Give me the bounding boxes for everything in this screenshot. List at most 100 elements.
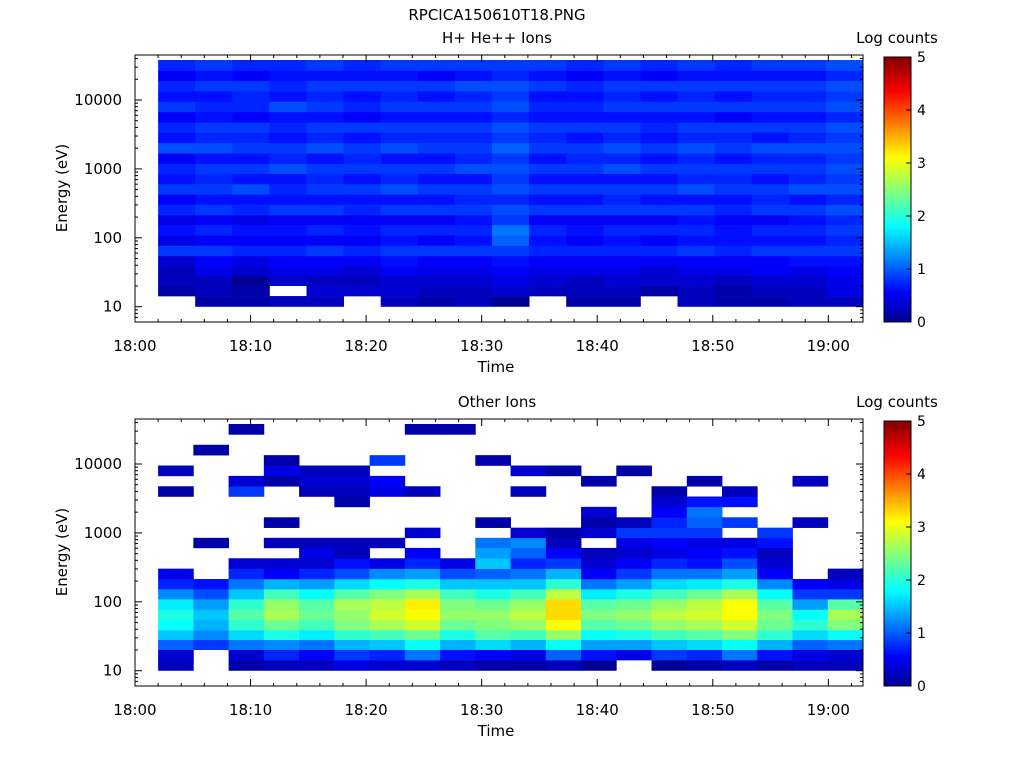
heatmap-cell [827,589,864,600]
heatmap-cell [380,80,419,92]
heatmap-cell [343,122,382,133]
heatmap-cell [686,506,723,518]
heatmap-cell [334,619,370,631]
heatmap-cell [269,194,307,205]
heatmap-cell [616,599,652,610]
heatmap-cell [269,245,307,257]
heatmap-cell [232,122,270,133]
heatmap-cell [269,296,307,307]
heatmap-cell [343,163,382,175]
y-tick-label: 10000 [74,455,122,473]
y-tick-label: 10 [103,298,122,316]
heatmap-cell [232,204,270,216]
x-axis-label: Time [477,722,515,740]
heatmap-cell [545,619,582,631]
heatmap-cell [722,660,758,671]
heatmap-cell [566,255,604,267]
heatmap-cell [510,486,547,497]
heatmap-cell [417,266,456,277]
heatmap-cell [616,547,652,559]
heatmap-cell [751,60,790,71]
colorbar: 0 1 2 3 4 5 [883,50,926,331]
heatmap-cell [714,275,753,286]
heatmap-cell [492,215,530,226]
panel-title: Other Ions [458,393,536,411]
heatmap-cell [640,80,678,92]
x-tick-label: 18:00 [113,701,156,719]
heatmap-cell [757,630,793,641]
heatmap-cell [228,424,265,435]
heatmap-cell [581,558,617,569]
heatmap-cell [269,215,307,226]
heatmap-cell [195,255,233,267]
colorbar-tick-label: 1 [917,262,926,278]
heatmap-cell [306,122,345,133]
heatmap-cell [380,255,419,267]
heatmap-cell [788,296,827,307]
heatmap-cell [195,101,233,113]
heatmap-cell [380,235,419,246]
heatmap-cell [306,153,345,164]
heatmap-cell [369,579,406,590]
heatmap-cell [751,142,790,154]
heatmap-cell [825,285,864,297]
heatmap-cell [566,132,604,144]
heatmap-cell [417,225,456,236]
heatmap-cell [299,486,335,497]
heatmap-cell [492,142,530,154]
heatmap-cell [722,486,758,497]
heatmap-cell [677,101,715,113]
x-tick-label: 18:30 [460,701,503,719]
heatmap-cell [306,235,345,246]
heatmap-cell [263,619,300,631]
heatmap-cell [269,204,307,216]
heatmap-cell [788,111,827,123]
heatmap-cell [454,215,493,226]
heatmap-cell [640,225,678,236]
heatmap-cell [263,649,300,661]
heatmap-cell [492,70,530,82]
heatmap-cell [454,204,493,216]
heatmap-cell [369,619,406,631]
heatmap-cell [306,80,345,92]
heatmap-cell [825,153,864,164]
heatmap-cell [788,225,827,236]
heatmap-cell [334,537,370,549]
heatmap-cell [714,153,753,164]
heatmap-cell [343,194,382,205]
heatmap-cell [751,255,790,267]
heatmap-cell [299,547,335,559]
heatmap-cell [454,80,493,92]
heatmap-cell [722,579,758,590]
heatmap-cell [788,215,827,226]
heatmap-cell [475,547,511,559]
heatmap-cell [232,142,270,154]
heatmap-cell [334,579,370,590]
heatmap-cell [825,266,864,277]
heatmap-cell [677,266,715,277]
heatmap-cell [640,173,678,185]
heatmap-cell [651,630,688,641]
heatmap-cell [510,630,547,641]
heatmap-cell [380,285,419,297]
heatmap-cell [566,80,604,92]
heatmap-cell [343,132,382,144]
heatmap-cell [545,599,582,610]
heatmap-cell [195,91,233,102]
colorbar-tick-label: 1 [917,626,926,642]
heatmap-cell [751,225,790,236]
heatmap-cell [640,153,678,164]
heatmap-cell [640,285,678,297]
heatmap-cell [263,630,300,641]
plot-frame [134,54,864,323]
heatmap-cell [343,204,382,216]
heatmap-cell [827,630,864,641]
heatmap-cell [417,194,456,205]
heatmap-cell [228,660,265,671]
heatmap-cell [751,183,790,195]
heatmap-cell [404,649,441,661]
heatmap-cell [714,235,753,246]
heatmap-cell [651,558,688,569]
heatmap-cell [677,80,715,92]
heatmap-cell [228,609,265,621]
